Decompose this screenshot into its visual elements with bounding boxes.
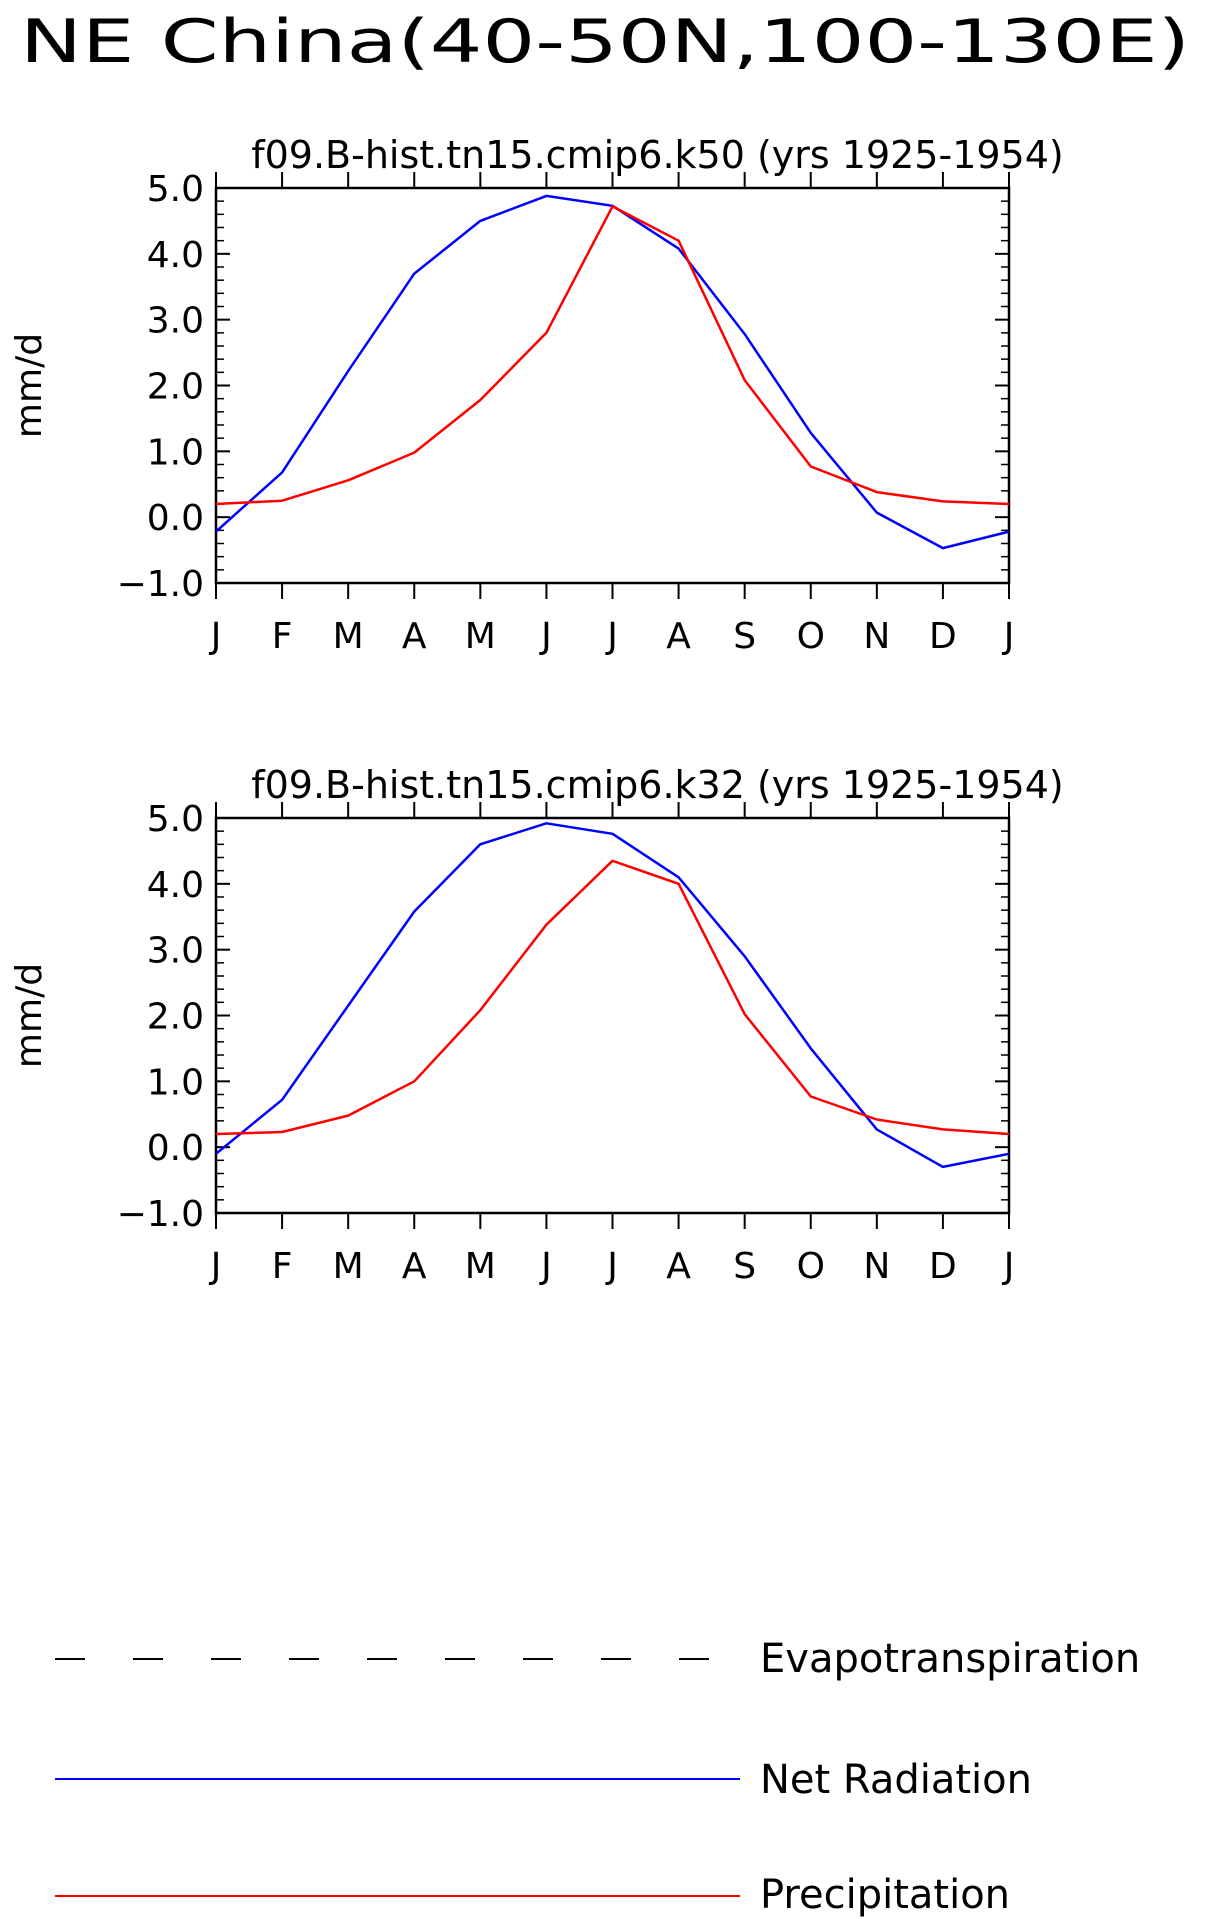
y-tick-label: 1.0 [147,432,204,473]
x-tick-label: J [539,616,552,657]
y-tick-label: 2.0 [147,997,204,1038]
x-tick-label: D [929,1246,957,1287]
x-tick-label: S [733,1246,756,1287]
x-tick-label: N [863,1246,890,1287]
x-tick-label: D [929,616,957,657]
y-tick-label: 5.0 [147,169,204,210]
series-line-net-radiation [215,194,1010,550]
x-tick-label: A [666,1246,691,1287]
x-tick-label: M [465,616,496,657]
chart-title: f09.B-hist.tn15.cmip6.k50 (yrs 1925-1954… [251,133,1063,177]
series-line-precipitation [215,205,1010,506]
x-tick-label: N [863,616,890,657]
series-line-net-radiation [215,822,1010,1169]
y-tick-label: 5.0 [147,799,204,840]
x-tick-label: A [666,616,691,657]
plot-frame [214,816,1011,1215]
y-axis-label: mm/d [9,333,50,438]
y-tick-label: 0.0 [147,1128,204,1169]
chart-panel-bottom: f09.B-hist.tn15.cmip6.k32 (yrs 1925-1954… [9,763,1064,1287]
figure-title: NE China(40-50N,100-130E) [20,7,1190,77]
legend-label-precipitation: Precipitation [760,1872,1010,1918]
legend-label-net-radiation: Net Radiation [760,1757,1032,1803]
y-axis-label: mm/d [9,963,50,1068]
x-tick-label: M [333,1246,364,1287]
plot-frame [214,186,1011,585]
x-tick-label: S [733,616,756,657]
y-tick-label: 4.0 [147,235,204,276]
y-tick-label: −1.0 [117,1194,204,1235]
x-tick-label: J [209,616,222,657]
x-tick-label: O [797,616,825,657]
x-tick-label: M [465,1246,496,1287]
x-tick-label: J [605,1246,618,1287]
y-tick-label: 2.0 [147,367,204,408]
legend-label-evapotranspiration: Evapotranspiration [760,1636,1140,1682]
legend: Evapotranspiration Net Radiation Precipi… [55,1636,1140,1918]
x-tick-label: J [605,616,618,657]
series-line-precipitation [215,859,1010,1136]
x-tick-label: M [333,616,364,657]
y-tick-label: 0.0 [147,498,204,539]
y-tick-label: −1.0 [117,564,204,605]
x-tick-label: O [797,1246,825,1287]
y-tick-label: 4.0 [147,865,204,906]
x-tick-label: A [402,1246,427,1287]
x-tick-label: F [272,1246,293,1287]
y-tick-label: 3.0 [147,931,204,972]
chart-title: f09.B-hist.tn15.cmip6.k32 (yrs 1925-1954… [251,763,1063,807]
chart-panel-top: f09.B-hist.tn15.cmip6.k50 (yrs 1925-1954… [9,133,1064,657]
x-tick-label: J [1002,1246,1015,1287]
x-tick-label: J [209,1246,222,1287]
x-tick-label: A [402,616,427,657]
y-tick-label: 1.0 [147,1062,204,1103]
x-tick-label: J [539,1246,552,1287]
y-tick-label: 3.0 [147,301,204,342]
x-tick-label: F [272,616,293,657]
x-tick-label: J [1002,616,1015,657]
